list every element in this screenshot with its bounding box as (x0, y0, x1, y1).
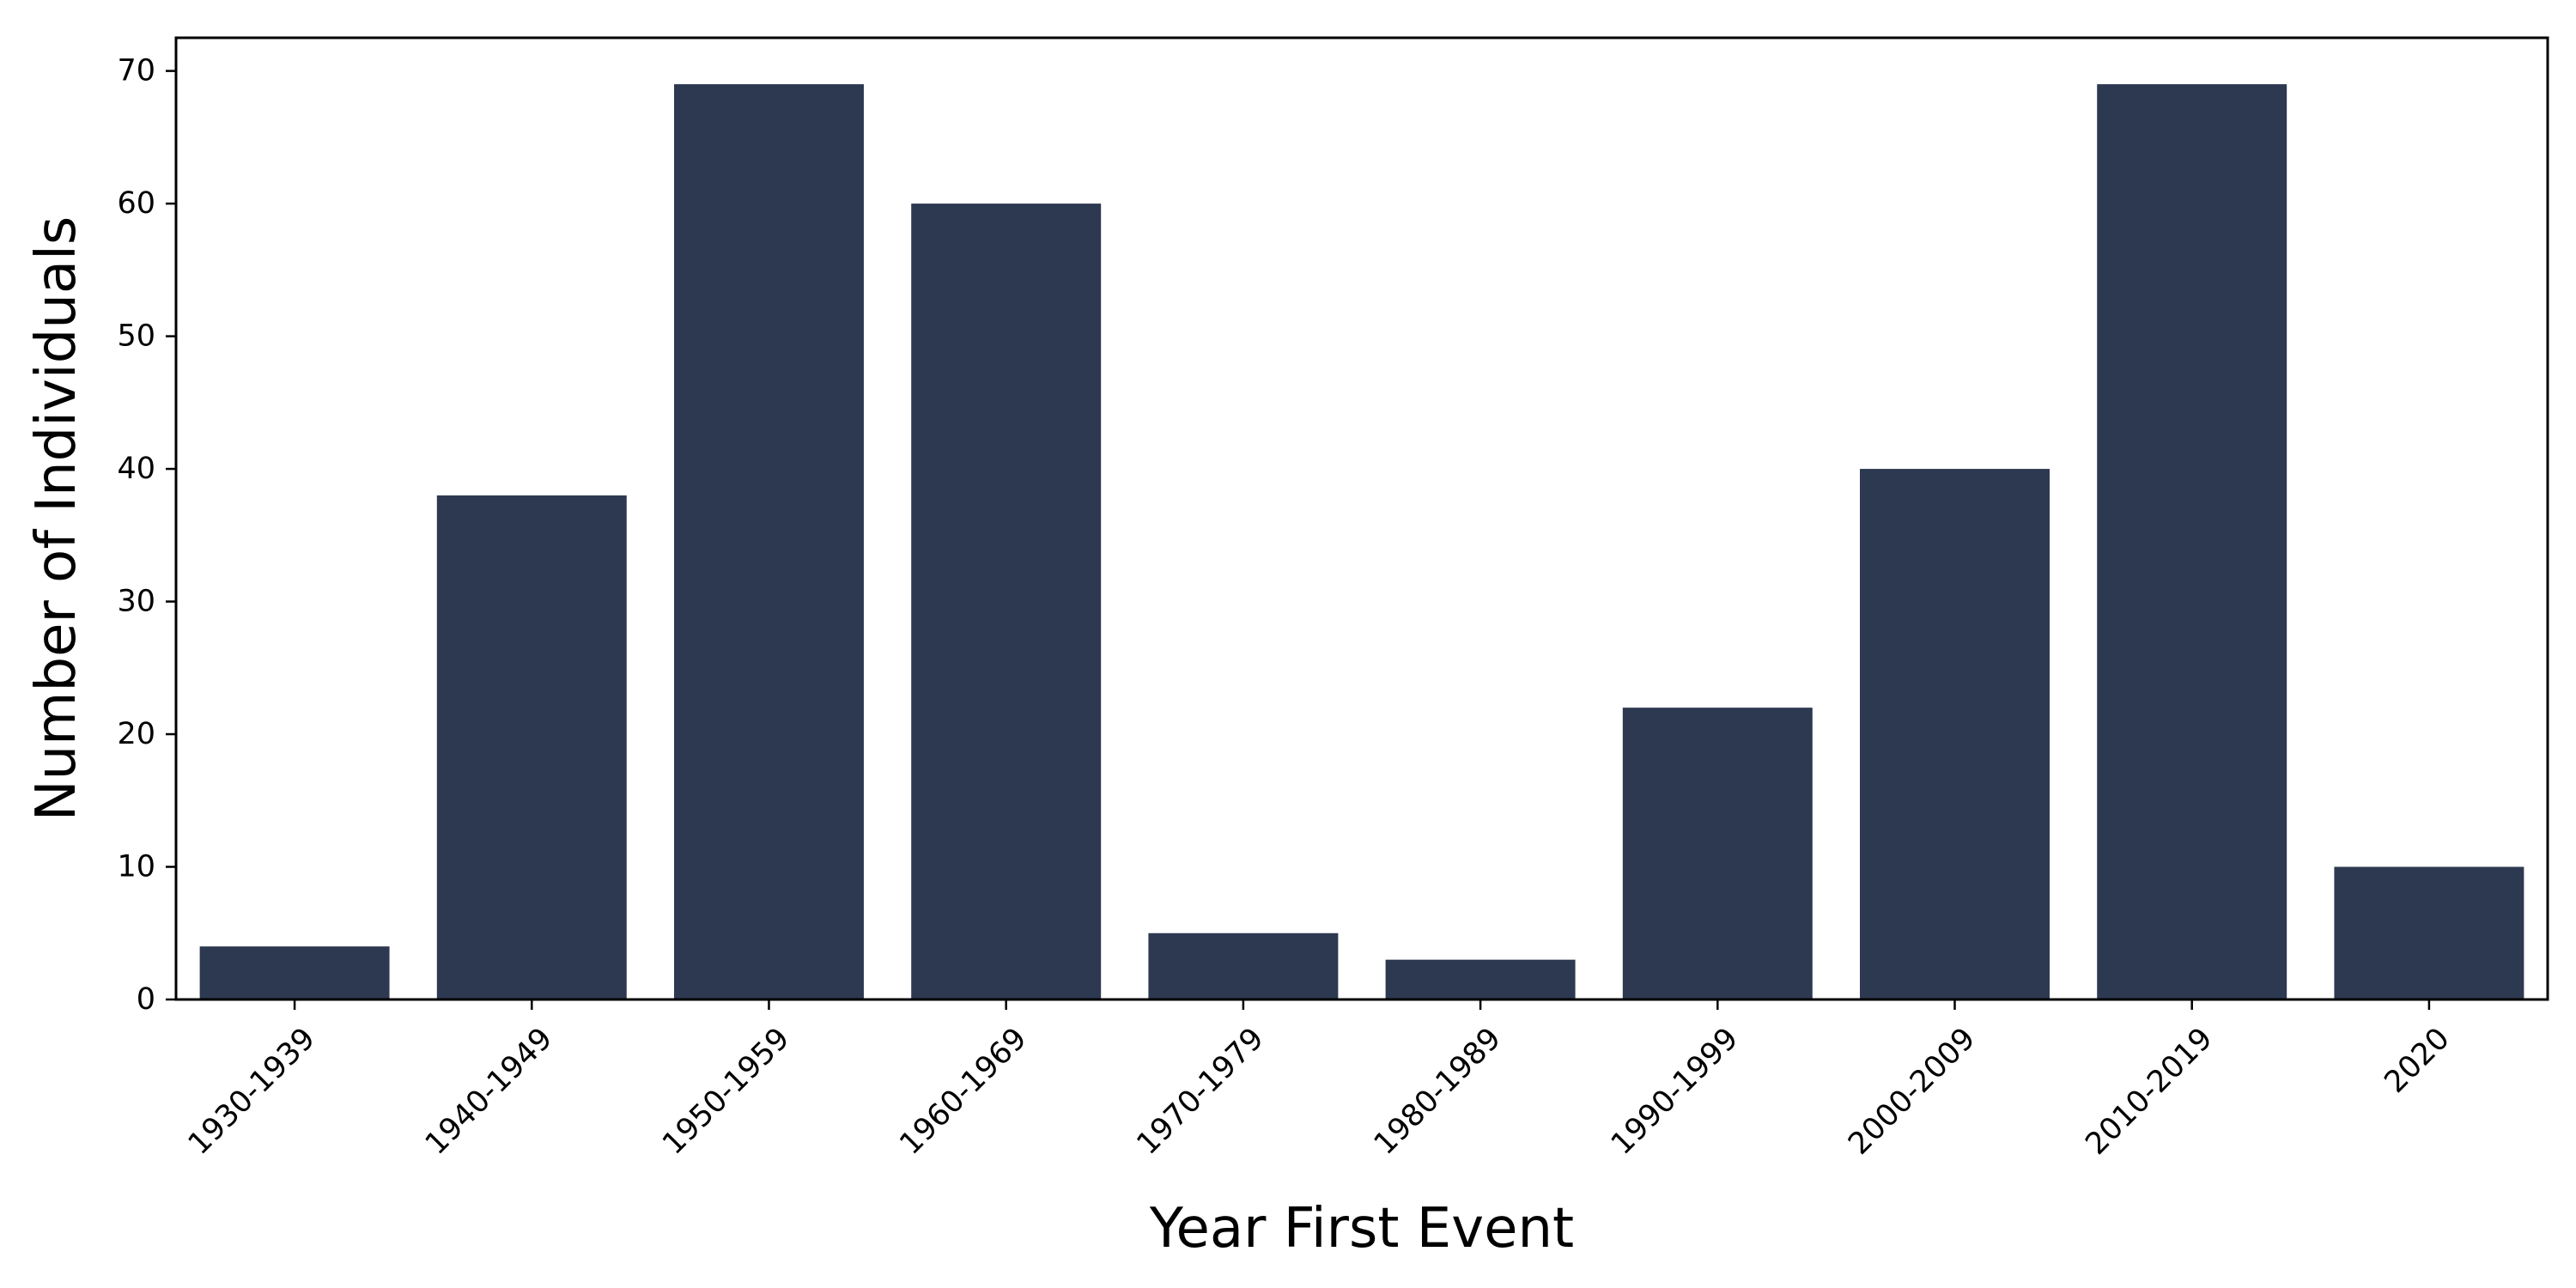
x-tick-label: 1960-1969 (893, 1022, 1033, 1162)
y-tick-label: 70 (117, 54, 155, 88)
bar-1970-1979 (1148, 933, 1339, 999)
x-axis-ticks: 1930-1939 1940-1949 1950-1959 1960-1969 1970… (182, 999, 2457, 1162)
bar-1980-1989 (1385, 959, 1576, 999)
x-tick-label: 1980-1989 (1368, 1022, 1508, 1162)
y-tick-label: 50 (117, 319, 155, 354)
bar-2020 (2334, 866, 2524, 999)
y-tick-label: 40 (117, 452, 155, 486)
bar-2010-2019 (2097, 84, 2287, 999)
bars-group (199, 84, 2524, 999)
x-tick-label: 2020 (2379, 1022, 2457, 1100)
x-tick-label: 1950-1959 (656, 1022, 796, 1162)
bar-1950-1959 (674, 84, 864, 999)
y-axis-title: Number of Individuals (25, 216, 88, 822)
y-axis-ticks: 0 10 20 30 40 50 60 70 (117, 54, 176, 1017)
y-tick-label: 0 (137, 982, 155, 1017)
y-tick-label: 10 (117, 850, 155, 884)
x-tick-label: 2010-2019 (2079, 1022, 2219, 1162)
bar-2000-2009 (1860, 469, 2050, 999)
y-tick-label: 30 (117, 585, 155, 619)
y-tick-label: 60 (117, 186, 155, 221)
x-tick-label: 1930-1939 (182, 1022, 322, 1162)
x-tick-label: 1990-1999 (1605, 1022, 1745, 1162)
x-axis-title: Year First Event (1149, 1197, 1574, 1261)
x-tick-label: 2000-2009 (1842, 1022, 1982, 1162)
plot-frame (174, 36, 2549, 1001)
x-tick-label: 1970-1979 (1131, 1022, 1271, 1162)
bar-1940-1949 (436, 495, 627, 999)
x-tick-label: 1940-1949 (419, 1022, 559, 1162)
bar-1930-1939 (199, 946, 390, 999)
y-tick-label: 20 (117, 717, 155, 751)
bar-1960-1969 (911, 204, 1102, 999)
bar-1990-1999 (1622, 708, 1813, 999)
